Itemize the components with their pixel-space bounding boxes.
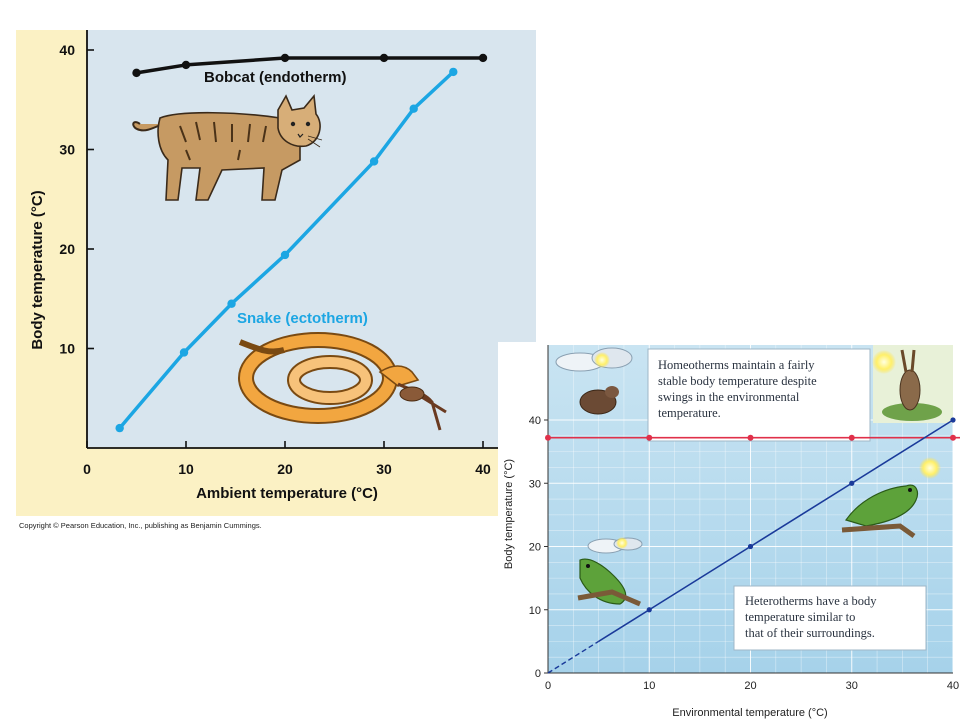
snake-data-point [409, 104, 418, 113]
heterotherm-data-point [950, 417, 956, 423]
homeotherm-data-point [646, 434, 653, 441]
chart2-axes: 0 10 20 30 40 0 10 20 30 40 [529, 345, 959, 692]
chart2-y-tick-label: 10 [529, 605, 541, 617]
heterotherm-annotation-text: Heterotherms have a body temperature sim… [745, 594, 880, 640]
chart1-y-tick-label: 30 [59, 142, 75, 158]
homeotherm-data-point [848, 434, 855, 441]
chart1-x-tick-label: 40 [475, 461, 491, 477]
snake-data-point [115, 423, 124, 433]
snake-data-point [280, 250, 290, 260]
snake-illustration [238, 332, 447, 431]
warm-scene-illustration [872, 345, 953, 423]
chart2-y-tick-label: 40 [529, 415, 541, 427]
chart1-x-tick-label: 30 [376, 461, 392, 477]
cold-scene-illustration [555, 347, 633, 415]
homeotherm-annotation-box [647, 348, 871, 442]
chart1-plot-area [87, 30, 536, 447]
bobcat-data-point [132, 68, 141, 78]
chart2-x-axis-label: Environmental temperature (°C) [672, 707, 827, 719]
chart1-y-tick-label: 10 [59, 341, 75, 357]
chart-bobcat-snake: 0 10 20 30 40 10 20 30 40 Bobcat (endotherm) Sna… [16, 30, 536, 516]
chart2-y-axis-label: Body temperature (°C) [503, 459, 515, 569]
heterotherm-extrapolated-line [547, 640, 599, 674]
chart2-x-tick-label: 0 [545, 680, 551, 692]
homeotherm-data-point [545, 434, 551, 441]
heterotherm-data-point [646, 607, 652, 613]
chart2-y-tick-label: 0 [535, 668, 541, 680]
chart2-series [545, 417, 960, 674]
bobcat-data-point [379, 53, 389, 63]
heterotherm-data-point [849, 480, 855, 486]
chart1-y-tick-label: 20 [59, 241, 75, 257]
chart2-x-tick-label: 10 [643, 680, 655, 692]
bobcat-data-point [280, 53, 290, 63]
snake-series-label: Snake (ectotherm) [237, 310, 368, 327]
chart1-series [115, 53, 488, 433]
chart2-y-tick-label: 30 [529, 478, 541, 490]
bobcat-illustration [132, 94, 323, 201]
chart-homeotherm-heterotherm: Homeotherms maintain a fairly stable bod… [498, 342, 960, 720]
frog-illustration-left [577, 537, 643, 607]
chart1-x-axis-label: Ambient temperature (°C) [196, 485, 378, 502]
chart1-x-tick-label: 10 [178, 461, 194, 477]
heterotherm-data-point [747, 543, 754, 550]
snake-data-point [369, 157, 379, 166]
chart1-x-tick-label: 20 [277, 461, 293, 477]
homeotherm-annotation-text: Homeotherms maintain a fairly stable bod… [658, 358, 820, 420]
snake-data-point [449, 67, 458, 77]
chart1-y-tick-label: 40 [59, 42, 75, 58]
snake-data-point [227, 299, 236, 308]
heterotherm-annotation-box [733, 585, 927, 651]
frog-illustration-right [841, 457, 941, 539]
chart2-y-tick-label: 20 [529, 542, 541, 554]
homeotherm-data-point [747, 434, 754, 441]
homeotherm-data-point [950, 434, 956, 441]
copyright-text: Copyright © Pearson Education, Inc., pub… [19, 521, 262, 530]
chart1-y-axis-label: Body temperature (°C) [29, 190, 46, 349]
snake-data-point [179, 348, 189, 357]
chart1-axes: 0 10 20 30 40 10 20 30 40 [59, 30, 536, 477]
chart2-x-tick-label: 40 [947, 680, 959, 692]
bobcat-data-point [181, 60, 191, 70]
chart2-x-tick-label: 20 [744, 680, 756, 692]
chart1-x-tick-label: 0 [83, 461, 91, 477]
bobcat-data-point [478, 53, 488, 63]
chart2-x-tick-label: 30 [846, 680, 858, 692]
bobcat-series-label: Bobcat (endotherm) [204, 69, 347, 86]
